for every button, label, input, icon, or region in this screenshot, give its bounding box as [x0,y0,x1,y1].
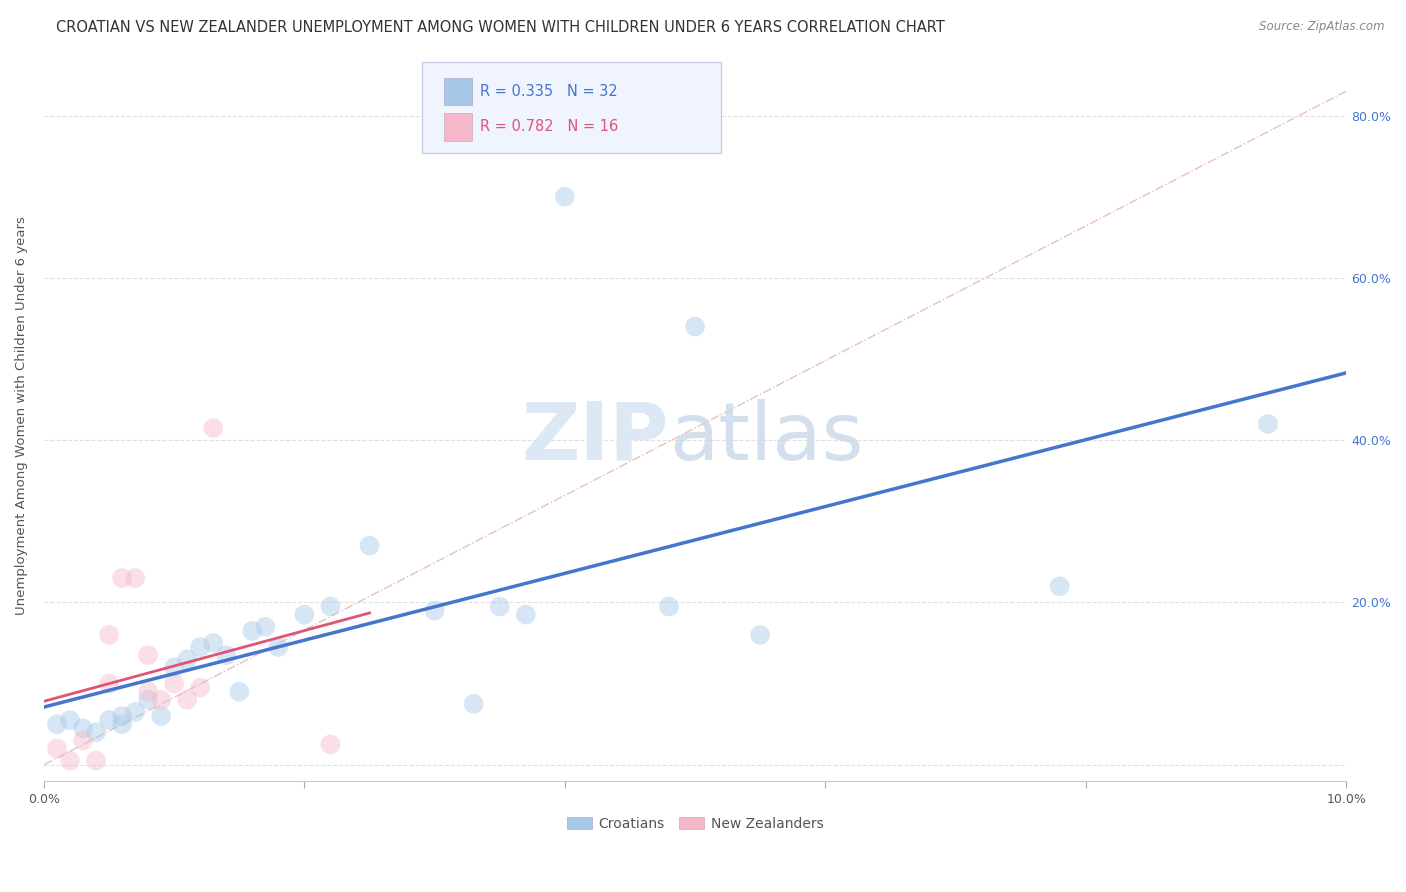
Point [515,607,537,622]
Text: atlas: atlas [669,399,863,476]
Point [658,599,681,614]
Point [98,676,121,690]
Point [240,624,263,638]
Point [150,693,173,707]
Point [188,640,211,654]
Point [111,709,134,723]
Point [202,421,225,435]
Point [46,741,69,756]
Point [188,681,211,695]
FancyBboxPatch shape [444,78,472,105]
Point [294,607,316,622]
Point [554,190,576,204]
Point [163,660,186,674]
Point [267,640,290,654]
Legend: Croatians, New Zealanders: Croatians, New Zealanders [561,811,830,836]
Point [72,733,94,747]
Point [463,697,485,711]
Point [84,725,107,739]
Point [124,705,146,719]
Point [136,693,159,707]
Point [72,721,94,735]
Point [319,738,342,752]
Point [136,648,159,663]
Point [59,713,82,727]
Point [136,684,159,698]
Text: CROATIAN VS NEW ZEALANDER UNEMPLOYMENT AMONG WOMEN WITH CHILDREN UNDER 6 YEARS C: CROATIAN VS NEW ZEALANDER UNEMPLOYMENT A… [56,20,945,35]
Point [163,676,186,690]
Point [488,599,510,614]
Point [423,603,446,617]
Text: R = 0.782   N = 16: R = 0.782 N = 16 [481,120,619,134]
Point [749,628,772,642]
Point [319,599,342,614]
Point [150,709,173,723]
Point [98,713,121,727]
Text: R = 0.335   N = 32: R = 0.335 N = 32 [481,84,619,99]
Point [254,620,277,634]
Point [683,319,706,334]
Point [215,648,238,663]
Point [59,754,82,768]
Text: Source: ZipAtlas.com: Source: ZipAtlas.com [1260,20,1385,33]
Point [46,717,69,731]
Point [98,628,121,642]
FancyBboxPatch shape [422,62,721,153]
Point [176,693,198,707]
Text: ZIP: ZIP [522,399,669,476]
Point [359,539,381,553]
Point [111,571,134,585]
Point [1257,417,1279,431]
Point [124,571,146,585]
Point [84,754,107,768]
Point [228,684,250,698]
Y-axis label: Unemployment Among Women with Children Under 6 years: Unemployment Among Women with Children U… [15,217,28,615]
Point [202,636,225,650]
FancyBboxPatch shape [444,112,472,141]
Point [111,717,134,731]
Point [176,652,198,666]
Point [1049,579,1071,593]
